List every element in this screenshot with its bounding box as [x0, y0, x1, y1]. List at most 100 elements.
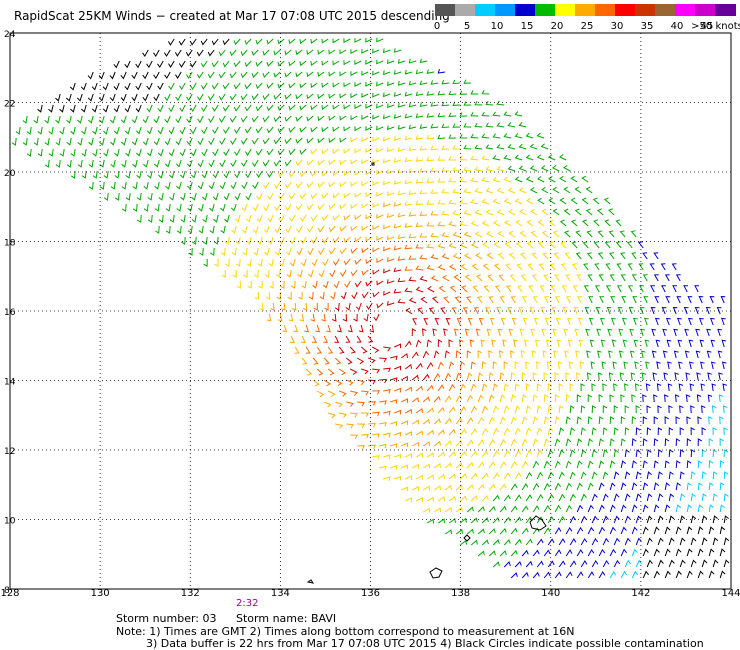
wind-barb — [707, 394, 713, 403]
wind-barb — [525, 538, 533, 546]
wind-barb — [411, 351, 419, 359]
wind-barb — [459, 177, 468, 183]
scale-label: 0 — [433, 21, 441, 32]
wind-barb — [212, 148, 219, 157]
wind-barb — [368, 444, 376, 449]
wind-barb — [404, 201, 413, 207]
wind-barb — [310, 82, 318, 89]
wind-barb — [642, 570, 649, 579]
wind-barb — [235, 258, 241, 267]
wind-barb — [284, 159, 292, 167]
wind-barb — [487, 274, 494, 282]
wind-barb — [365, 192, 373, 198]
wind-barb — [222, 38, 230, 46]
wind-barb — [459, 199, 468, 205]
wind-barb — [295, 203, 303, 211]
wind-barb — [317, 93, 325, 100]
wind-barb — [255, 126, 263, 134]
wind-barb — [596, 328, 602, 337]
wind-barb — [661, 307, 667, 315]
wind-barb — [664, 526, 671, 535]
wind-barb — [543, 505, 551, 513]
wind-barb — [354, 82, 362, 88]
wind-barb — [534, 339, 540, 348]
wind-barb — [267, 214, 274, 223]
wind-barb — [168, 82, 175, 91]
wind-barb — [218, 49, 226, 57]
wind-barb — [701, 515, 708, 524]
wind-barb — [459, 428, 467, 436]
wind-barb — [514, 405, 521, 414]
wind-barb — [441, 79, 450, 85]
wind-barb — [481, 472, 489, 480]
wind-barb — [390, 421, 398, 426]
wind-barb — [393, 288, 402, 294]
wind-barb — [477, 483, 485, 491]
wind-barb — [299, 104, 307, 111]
wind-barb — [196, 71, 204, 79]
wind-barb — [121, 159, 127, 168]
wind-barb — [602, 493, 609, 502]
wind-barb — [600, 339, 606, 348]
wind-barb — [387, 125, 395, 131]
wind-barb — [587, 548, 595, 557]
wind-barb — [701, 493, 707, 502]
wind-barb — [233, 38, 241, 46]
wind-barb — [229, 49, 237, 57]
wind-barb — [431, 296, 439, 304]
wind-barb — [180, 192, 186, 201]
wind-barb — [536, 132, 545, 139]
wind-barb — [346, 423, 354, 429]
wind-barb — [576, 526, 584, 535]
wind-barb — [664, 504, 671, 513]
wind-barb — [685, 372, 690, 381]
wind-barb — [276, 291, 281, 300]
wind-barb — [383, 136, 391, 142]
wind-barb — [646, 515, 653, 524]
lon-tick-label: 132 — [181, 588, 200, 598]
wind-barb — [313, 302, 318, 311]
wind-barb — [547, 427, 554, 436]
wind-barb — [609, 416, 615, 425]
wind-barb — [532, 416, 539, 425]
wind-barb — [488, 416, 495, 425]
wind-barb — [608, 350, 613, 359]
wind-barb — [279, 258, 285, 267]
wind-barb — [563, 208, 571, 216]
wind-barb — [598, 416, 604, 425]
wind-barb — [441, 188, 450, 194]
wind-barb — [372, 455, 380, 460]
wind-barb — [273, 137, 281, 145]
wind-barb — [536, 427, 543, 436]
wind-barb — [564, 230, 571, 238]
wind-barb — [332, 214, 340, 221]
wind-barb — [422, 485, 430, 491]
wind-barb — [688, 339, 694, 348]
wind-barb — [263, 181, 270, 190]
wind-barb — [598, 394, 603, 403]
wind-barb — [525, 132, 534, 139]
wind-barb — [288, 148, 296, 156]
map-title: RapidScat 25KM Winds − created at Mar 17… — [14, 9, 450, 23]
wind-barb — [674, 394, 680, 403]
wind-barb — [569, 515, 577, 524]
wind-barb — [613, 471, 620, 480]
wind-barb — [230, 203, 237, 212]
wind-barb — [560, 263, 567, 271]
wind-barb — [515, 241, 523, 249]
wind-barb — [354, 236, 362, 243]
wind-barb — [285, 225, 292, 234]
wind-barb — [445, 318, 451, 326]
wind-barb — [437, 384, 445, 392]
wind-barb — [169, 170, 175, 179]
wind-barb — [448, 242, 457, 249]
wind-barb — [321, 313, 326, 322]
wind-barb — [554, 394, 560, 403]
scale-label: 10 — [490, 21, 504, 32]
wind-barb — [253, 247, 259, 256]
wind-barb — [312, 379, 320, 387]
wind-barb — [668, 515, 675, 524]
wind-barb — [488, 296, 494, 304]
wind-barb — [187, 203, 193, 212]
wind-barb — [262, 115, 270, 123]
